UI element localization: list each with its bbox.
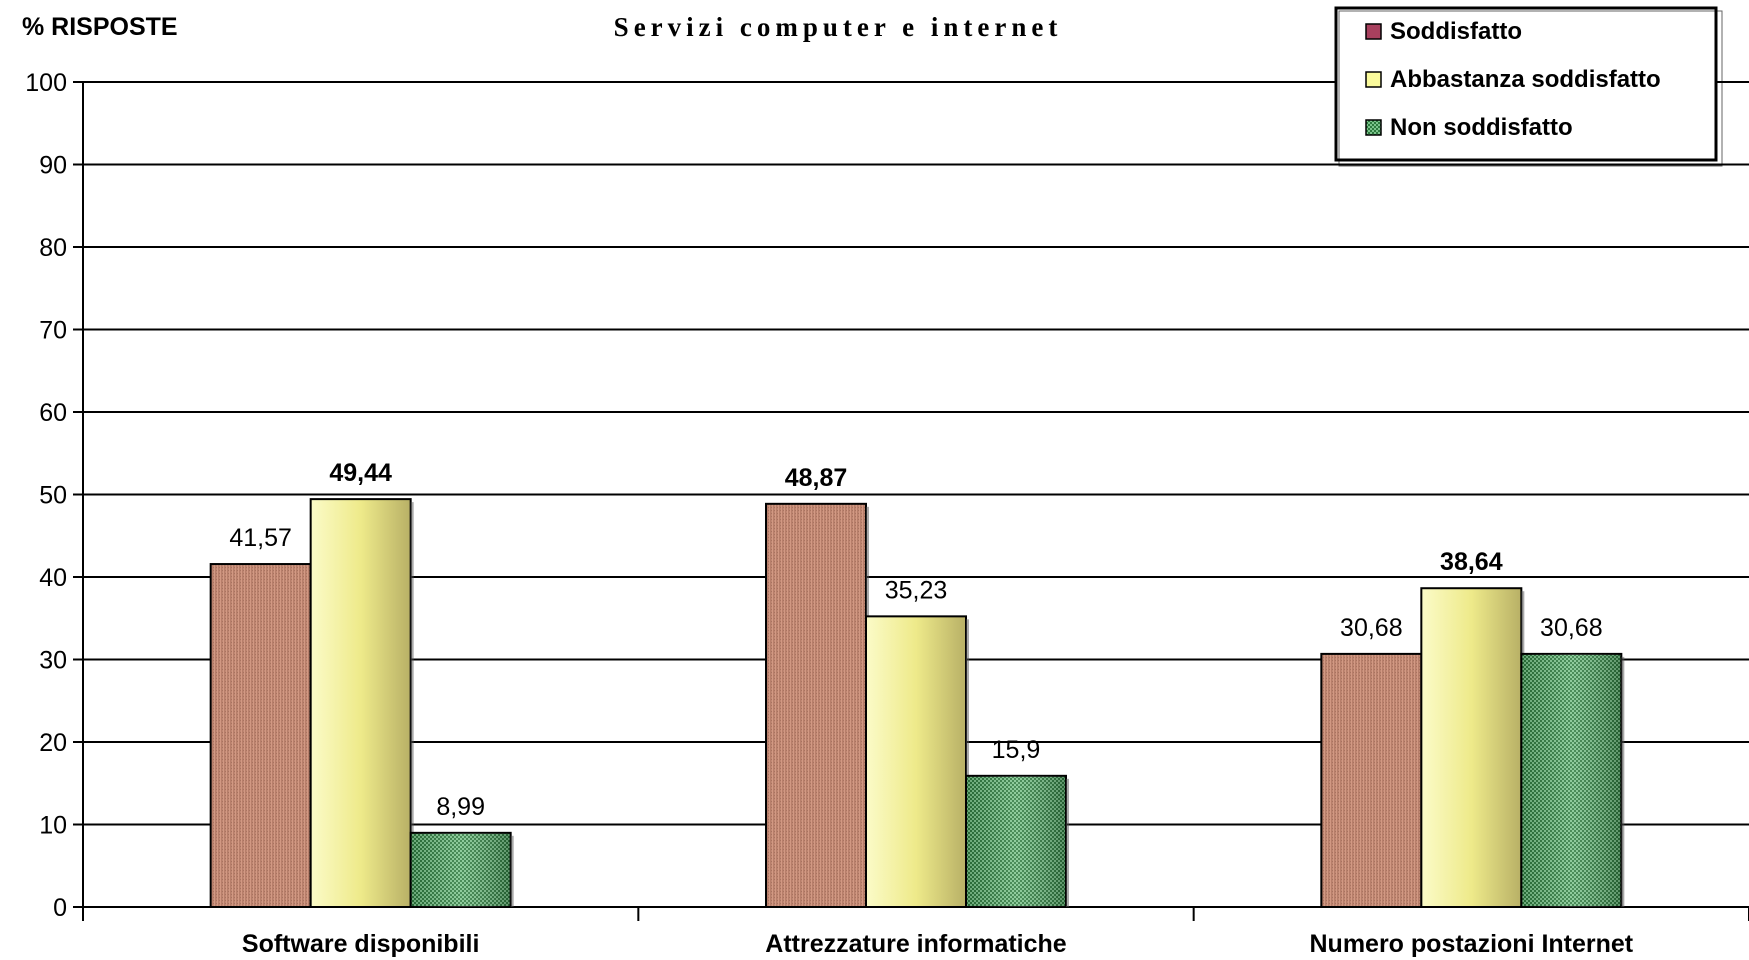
x-category-label: Numero postazioni Internet xyxy=(1310,930,1634,958)
bar-shadow xyxy=(1066,778,1069,907)
bar-shading xyxy=(966,775,1066,907)
data-label: 48,87 xyxy=(785,464,848,492)
bar-abbastanza-soddisfatto xyxy=(1420,587,1523,908)
data-label: 49,44 xyxy=(329,459,392,487)
chart-title: Servizi computer e internet xyxy=(614,12,1063,42)
legend-swatch xyxy=(1365,71,1382,88)
legend-swatch xyxy=(1365,119,1382,136)
bar-shading xyxy=(1521,653,1622,907)
bar-shadow xyxy=(1621,656,1625,907)
data-label: 38,64 xyxy=(1440,548,1503,576)
y-tick-label: 0 xyxy=(53,894,67,922)
legend: Soddisfatto Abbastanza soddisfatto Non sod… xyxy=(1334,6,1723,167)
y-tick-label: 90 xyxy=(39,152,67,180)
legend-box xyxy=(1334,6,1718,162)
x-category-label: Attrezzature informatiche xyxy=(765,930,1067,958)
y-tick-label: 100 xyxy=(25,69,67,97)
data-label: 30,68 xyxy=(1340,614,1403,642)
bar-abbastanza-soddisfatto xyxy=(309,498,412,908)
bars xyxy=(209,498,1625,909)
data-label: 41,57 xyxy=(229,524,292,552)
data-label: 35,23 xyxy=(885,576,948,604)
x-category-label: Software disponibili xyxy=(242,930,480,958)
data-label: 8,99 xyxy=(436,793,485,821)
y-tick-label: 60 xyxy=(39,399,67,427)
bar-abbastanza-soddisfatto xyxy=(865,615,967,908)
y-axis-title: % RISPOSTE xyxy=(22,13,178,41)
legend-entry: Abbastanza soddisfatto xyxy=(1390,66,1661,93)
bar-shadow xyxy=(966,619,969,907)
y-tick-label: 50 xyxy=(39,482,67,510)
legend-entry: Non soddisfatto xyxy=(1390,114,1573,141)
y-tick-label: 40 xyxy=(39,564,67,592)
data-label: 15,9 xyxy=(992,736,1041,764)
bar-soddisfatto xyxy=(209,563,312,908)
y-tick-label: 30 xyxy=(39,647,67,675)
bar-shadow xyxy=(510,835,514,907)
legend-swatch xyxy=(1365,23,1382,40)
bar-shading xyxy=(410,832,511,907)
data-labels: 41,57 49,44 8,99 48,87 35,23 15,9 30,68 38,64 30… xyxy=(229,459,1602,821)
bar-soddisfatto xyxy=(1320,652,1423,909)
data-label: 30,68 xyxy=(1540,614,1603,642)
bar-soddisfatto xyxy=(765,502,867,908)
bar-shadow xyxy=(410,502,414,907)
axes: 0 10 20 30 40 50 60 70 80 90 100 Software disponibi… xyxy=(25,69,1749,958)
y-tick-label: 20 xyxy=(39,729,67,757)
y-tick-label: 10 xyxy=(39,812,67,840)
legend-entry: Soddisfatto xyxy=(1390,18,1522,45)
y-tick-label: 70 xyxy=(39,317,67,345)
y-tick-label: 80 xyxy=(39,234,67,262)
